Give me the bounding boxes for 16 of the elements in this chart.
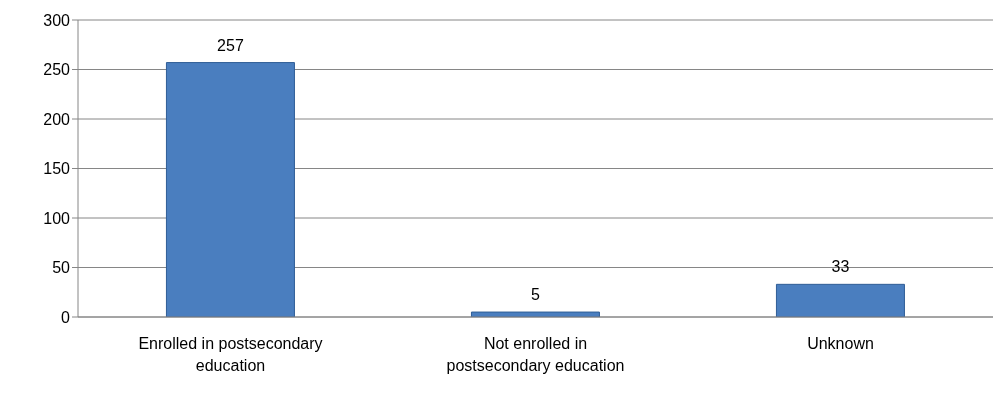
y-tick-label: 150 [43, 160, 71, 178]
bar [775, 283, 905, 317]
bar [165, 62, 295, 317]
y-tick-label: 250 [43, 61, 71, 79]
y-tick-label: 0 [61, 308, 71, 326]
y-tick-label: 100 [43, 209, 71, 227]
data-label: 257 [217, 36, 244, 54]
y-tick-label: 200 [43, 110, 71, 128]
bar [470, 311, 600, 317]
x-tick-label: Unknown [807, 335, 874, 352]
data-label: 33 [831, 258, 850, 276]
data-label: 5 [531, 286, 540, 304]
y-tick-label: 50 [52, 259, 71, 277]
x-tick-label: Not enrolled in postsecondary education [446, 335, 625, 374]
x-tick-label: Enrolled in postsecondary education [138, 335, 323, 374]
y-tick-label: 300 [43, 11, 71, 29]
